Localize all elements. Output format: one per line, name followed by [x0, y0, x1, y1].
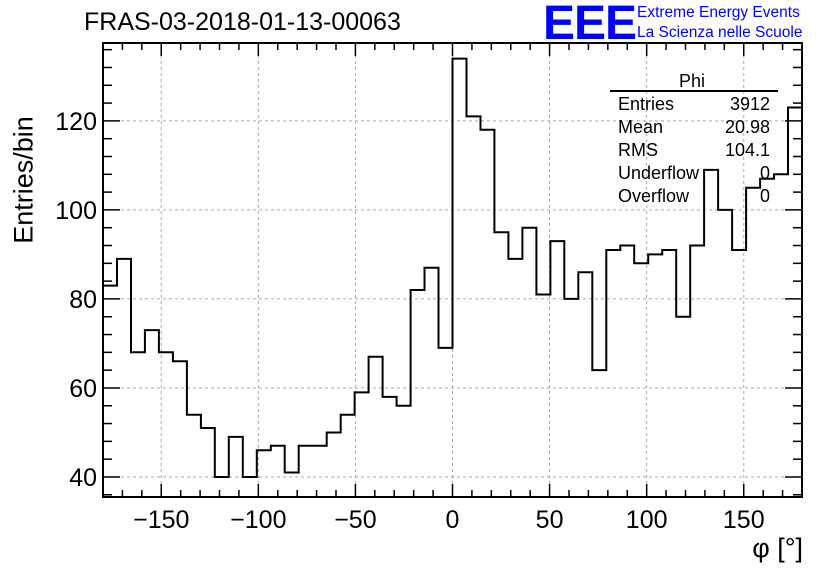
histogram-bin — [578, 272, 592, 497]
histogram-bin — [592, 370, 606, 497]
histogram-bin — [131, 352, 145, 497]
histogram-bin — [383, 397, 397, 497]
y-tick-label: 40 — [69, 464, 97, 492]
logo-line-2: La Scienza nelle Scuole — [637, 24, 803, 41]
logo-line-1: Extreme Energy Events — [637, 4, 800, 21]
histogram-bin — [718, 210, 732, 497]
histogram-bin — [536, 294, 550, 497]
histogram-bin — [453, 59, 467, 497]
stats-label-entries: Entries — [618, 94, 675, 114]
histogram-bin — [704, 170, 718, 497]
histogram-bin — [760, 179, 774, 497]
histogram-bin — [145, 330, 159, 497]
histogram-bin — [480, 130, 494, 497]
histogram-bin — [466, 116, 480, 497]
stats-value-entries: 3912 — [729, 94, 770, 114]
histogram-line — [103, 57, 802, 478]
x-axis-label: φ [°] — [752, 533, 803, 563]
stats-label-underflow: Underflow — [618, 163, 700, 183]
x-tick-label: −100 — [230, 506, 286, 534]
histogram-bin — [788, 108, 802, 497]
histogram-bin — [690, 246, 704, 497]
histogram-bin — [634, 263, 648, 497]
histogram-bin — [299, 446, 313, 497]
histogram-bin — [494, 232, 508, 497]
histogram-bin — [508, 259, 522, 497]
stats-value-rms: 104.1 — [724, 140, 770, 160]
histogram-bin — [341, 415, 355, 497]
x-tick-label: −150 — [133, 506, 189, 534]
histogram-bin — [774, 174, 788, 497]
eee-logo: EEE — [543, 0, 637, 50]
histogram-bin — [620, 246, 634, 497]
histogram-bin — [159, 352, 173, 497]
histogram-bin — [425, 268, 439, 497]
x-tick-label: −50 — [334, 506, 376, 534]
histogram-bin — [215, 477, 229, 497]
histogram-bin — [201, 428, 215, 497]
histogram-bin — [313, 446, 327, 497]
histogram-bin — [355, 392, 369, 497]
histogram-bin — [229, 437, 243, 497]
histogram-bin — [187, 415, 201, 497]
stats-label-mean: Mean — [618, 117, 664, 137]
x-tick-label: 0 — [446, 506, 460, 534]
y-tick-label: 60 — [69, 375, 97, 403]
x-tick-label: 100 — [626, 506, 668, 534]
x-tick-label: 50 — [536, 506, 564, 534]
histogram-bin — [439, 348, 453, 497]
histogram-bin — [550, 241, 564, 497]
histogram-bin — [271, 446, 285, 497]
histogram-bin — [369, 357, 383, 497]
stats-label-rms: RMS — [618, 140, 658, 160]
histogram-bin — [397, 406, 411, 497]
histogram-bin — [648, 254, 662, 497]
histogram-bin — [173, 361, 187, 497]
histogram-bin — [327, 432, 341, 497]
histogram-bin — [522, 228, 536, 497]
stats-value-mean: 20.98 — [724, 117, 770, 137]
histogram-bin — [564, 299, 578, 497]
stats-value-overflow: 0 — [759, 186, 770, 206]
histogram-bin — [746, 188, 760, 497]
histogram-bin — [606, 250, 620, 497]
y-tick-label: 120 — [55, 108, 97, 136]
y-tick-label: 100 — [55, 197, 97, 225]
x-tick-label: 150 — [723, 506, 765, 534]
histogram-bin — [411, 290, 425, 497]
chart-title: FRAS-03-2018-01-13-00063 — [84, 8, 401, 36]
y-tick-label: 80 — [69, 286, 97, 314]
histogram-bin — [243, 477, 257, 497]
histogram-bin — [117, 259, 131, 497]
histogram-bin — [732, 250, 746, 497]
histogram-bin — [662, 250, 676, 497]
stats-value-underflow: 0 — [759, 163, 770, 183]
histogram-bin — [676, 317, 690, 497]
stats-label-overflow: Overflow — [618, 186, 690, 206]
logo-caption: Extreme Energy Events La Scienza nelle S… — [637, 3, 802, 43]
stats-name: Phi — [679, 71, 706, 91]
